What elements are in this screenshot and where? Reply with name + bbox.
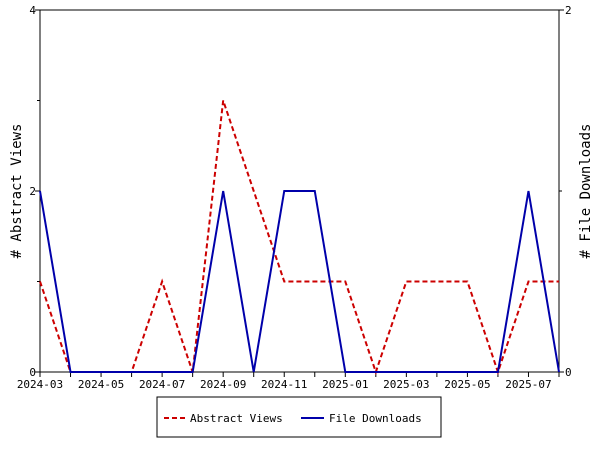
y-tick-label-right: 0 [565, 366, 572, 379]
ticks-layer: 2024-03 2024-05 2024-07 2024-09 2024-11 2025-… [17, 4, 572, 391]
legend: Abstract Views File Downloads [156, 396, 442, 438]
x-tick-label: 2024-09 [200, 378, 246, 391]
y-axis-title-left: # Abstract Views [9, 124, 25, 259]
x-tick-label: 2025-01 [322, 378, 368, 391]
series-layer [39, 100, 560, 376]
x-tick-label: 2024-11 [261, 378, 307, 391]
x-tick-label: 2025-05 [444, 378, 490, 391]
legend-label: Abstract Views [190, 412, 283, 425]
x-tick-label: 2024-07 [139, 378, 185, 391]
y-axis-label-left: # Abstract Views [9, 124, 25, 259]
legend-label: File Downloads [329, 412, 422, 425]
y-tick-label-left: 4 [29, 4, 36, 17]
x-tick-label: 2025-03 [383, 378, 429, 391]
y-axis-label-right: # File Downloads [578, 124, 594, 259]
y-axis-title-right: # File Downloads [578, 124, 594, 259]
legend-box [156, 396, 442, 438]
y-tick-label-left: 0 [29, 366, 36, 379]
x-tick-label: 2025-07 [505, 378, 551, 391]
x-tick-label: 2024-05 [78, 378, 124, 391]
series-line-abstract-views [39, 100, 559, 376]
y-tick-label-left: 2 [29, 185, 36, 198]
series-line-file-downloads [39, 190, 560, 373]
x-tick-label: 2024-03 [17, 378, 63, 391]
y-tick-label-right: 2 [565, 4, 572, 17]
